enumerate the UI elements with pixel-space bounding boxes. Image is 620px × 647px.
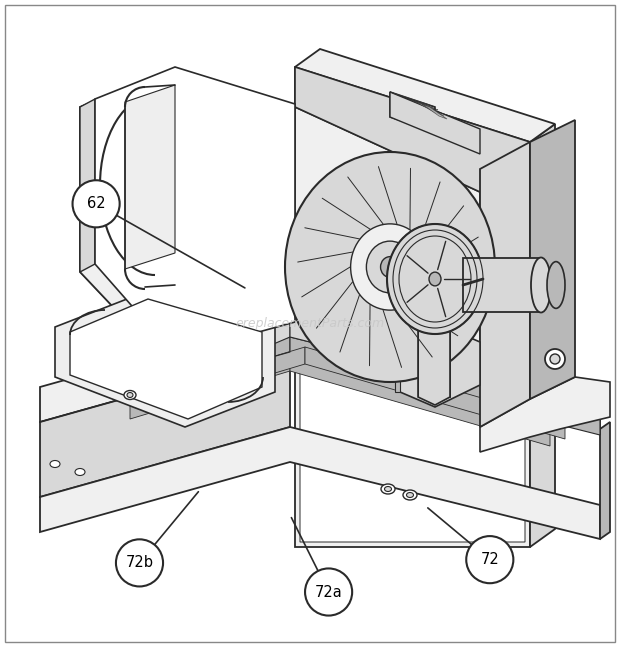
Ellipse shape [285,152,495,382]
Polygon shape [300,72,525,542]
Ellipse shape [116,540,163,586]
Polygon shape [295,49,555,142]
Polygon shape [418,301,450,405]
Polygon shape [414,101,444,116]
Polygon shape [55,292,275,427]
Text: 72a: 72a [315,584,342,600]
Ellipse shape [531,258,551,313]
Ellipse shape [363,164,368,170]
Ellipse shape [403,490,417,500]
Polygon shape [600,422,610,539]
Polygon shape [290,337,600,435]
Polygon shape [80,72,295,362]
Polygon shape [130,317,290,405]
Ellipse shape [550,354,560,364]
Polygon shape [295,67,530,192]
Polygon shape [290,317,600,415]
Ellipse shape [360,184,365,190]
Ellipse shape [381,257,399,278]
Polygon shape [40,427,600,539]
Text: 62: 62 [87,196,105,212]
Polygon shape [463,258,541,312]
Text: ereplacementParts.com: ereplacementParts.com [236,318,384,331]
Ellipse shape [429,272,441,286]
Ellipse shape [366,241,414,293]
Ellipse shape [545,349,565,369]
Polygon shape [530,124,555,547]
Ellipse shape [75,468,85,476]
Ellipse shape [351,224,430,310]
Polygon shape [480,142,530,427]
Polygon shape [80,72,295,362]
Ellipse shape [387,224,483,334]
Ellipse shape [547,261,565,309]
Ellipse shape [381,484,395,494]
Text: 72b: 72b [125,555,154,571]
Polygon shape [395,349,400,392]
Ellipse shape [127,393,133,397]
Polygon shape [398,95,438,110]
Ellipse shape [305,569,352,615]
Polygon shape [80,99,95,272]
Polygon shape [390,92,480,154]
Polygon shape [295,67,530,547]
Polygon shape [390,92,435,132]
Ellipse shape [407,492,414,498]
Ellipse shape [466,536,513,583]
Ellipse shape [384,487,391,492]
Polygon shape [130,337,290,405]
Polygon shape [305,347,565,439]
Polygon shape [70,299,262,419]
Polygon shape [530,120,575,399]
Polygon shape [480,377,610,452]
Ellipse shape [50,461,60,468]
Polygon shape [290,354,550,446]
Ellipse shape [73,181,120,227]
Polygon shape [400,327,480,407]
Polygon shape [390,92,435,107]
Ellipse shape [390,186,402,198]
Polygon shape [130,354,290,419]
Ellipse shape [124,391,136,399]
Text: 72: 72 [480,552,499,567]
Polygon shape [125,85,175,269]
Ellipse shape [358,204,363,210]
Polygon shape [145,347,305,412]
Polygon shape [422,104,447,119]
Polygon shape [40,352,290,497]
Polygon shape [40,317,600,429]
Polygon shape [295,107,480,407]
Polygon shape [95,67,295,355]
Polygon shape [406,98,441,113]
Ellipse shape [393,189,399,195]
